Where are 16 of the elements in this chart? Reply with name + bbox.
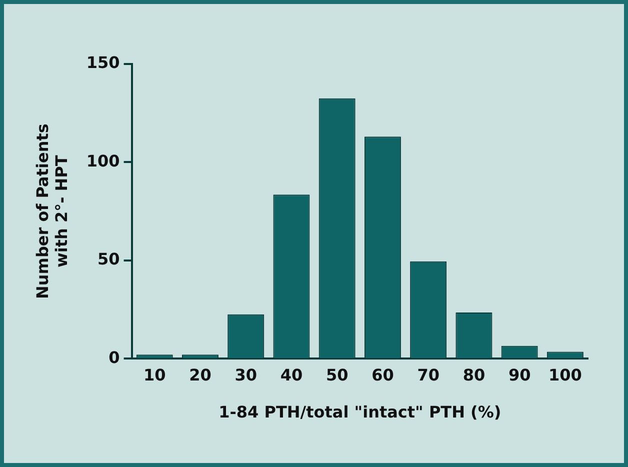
x-tick-label: 100 (548, 365, 582, 384)
x-tick-label: 40 (280, 365, 303, 384)
x-tick-label: 20 (189, 365, 212, 384)
y-tick-label: 150 (86, 53, 120, 72)
x-axis-title: 1-84 PTH/total "intact" PTH (%) (218, 402, 502, 422)
x-tick-label: 30 (234, 365, 257, 384)
x-tick-label: 80 (462, 365, 486, 384)
x-tick-label: 60 (372, 365, 394, 384)
x-tick-label: 90 (508, 365, 531, 384)
y-tick-label: 50 (98, 250, 120, 269)
x-tick-label: 10 (143, 365, 166, 384)
y-tick-label: 0 (108, 348, 120, 367)
x-tick-label: 50 (326, 365, 348, 384)
y-axis-title: Number of Patients with 2°- HPT (32, 124, 71, 299)
x-tick-label: 70 (417, 365, 440, 384)
y-tick-label: 100 (86, 151, 120, 170)
